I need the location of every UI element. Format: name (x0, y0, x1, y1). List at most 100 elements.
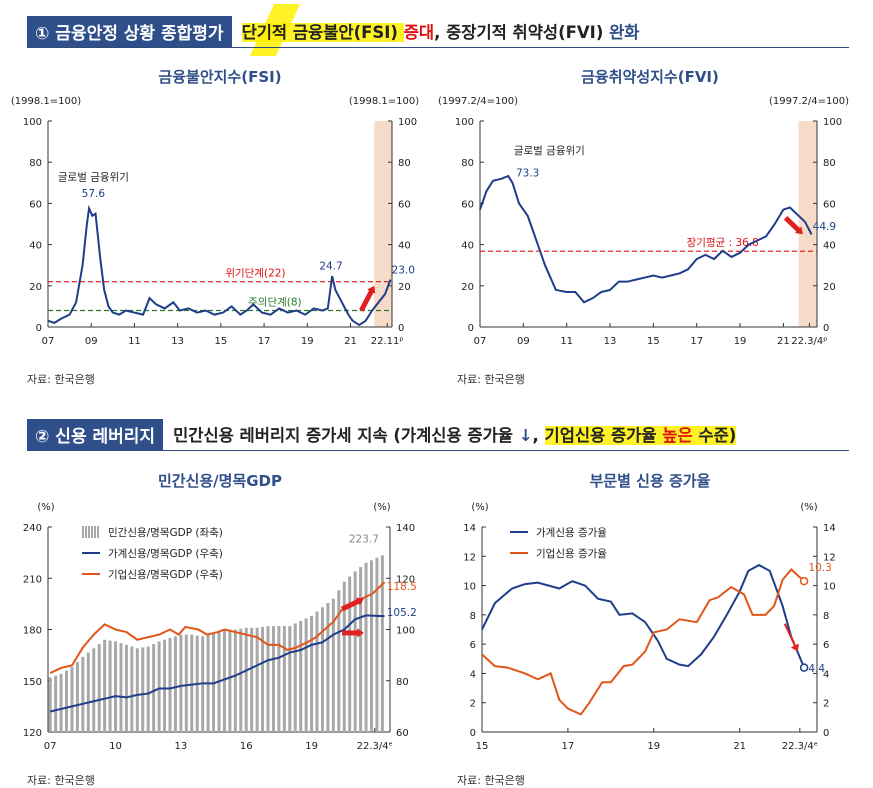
x-tick-label: 19 (301, 336, 314, 347)
y-right-tick-label: 8 (823, 611, 829, 622)
x-tick-label: 15 (476, 741, 489, 752)
bar (359, 567, 363, 732)
source-note: 자료: 한국은행 (457, 774, 525, 787)
bar (380, 555, 384, 732)
y-tick-label: 150 (23, 677, 42, 688)
x-tick-label: 21 (777, 336, 790, 347)
legend-bar-swatch (82, 526, 84, 538)
x-tick-label: 07 (44, 741, 57, 752)
bar (337, 590, 341, 732)
annotation: 73.3 (516, 168, 539, 180)
trend-arrow-icon (783, 216, 801, 232)
chart-title-credit-gdp: 민간신용/명목GDP (157, 472, 283, 490)
bar (282, 626, 286, 732)
bar (288, 626, 292, 732)
legend-bar-swatch (91, 526, 93, 538)
bar (348, 576, 352, 732)
bar (293, 623, 297, 732)
bar (331, 598, 335, 732)
source-note: 자료: 한국은행 (27, 774, 95, 787)
x-tick-label: 22.3/4ᵉ (782, 741, 818, 752)
y-right-tick-label: 6 (823, 640, 829, 651)
y-tick-label: 2 (470, 699, 476, 710)
bar (222, 629, 226, 732)
x-tick-label: 09 (517, 336, 530, 347)
right-unit-label: (1997.2/4=100) (769, 96, 849, 107)
annotation: 44.9 (813, 221, 836, 233)
y-right-tick-label: 100 (396, 626, 415, 637)
headline-part: 증대 (403, 23, 435, 42)
legend-bar-swatch (97, 526, 99, 538)
y-tick-label: 60 (461, 199, 474, 210)
y-tick-label: 120 (23, 728, 42, 739)
right-unit-label: (%) (800, 502, 817, 513)
bar (326, 603, 330, 732)
series-line-0 (47, 204, 392, 327)
legend-bar-swatch (94, 526, 96, 538)
x-tick-label: 19 (647, 741, 660, 752)
headline-part: 단기적 (241, 23, 293, 42)
y-tick-label: 6 (470, 640, 476, 651)
endpoint-marker (799, 663, 809, 672)
trend-arrow-icon (341, 599, 360, 612)
bar (65, 670, 69, 732)
bar (255, 627, 259, 732)
bar (320, 607, 324, 732)
series-line-1 (49, 581, 386, 674)
bar (173, 636, 177, 732)
y-tick-label: 0 (36, 323, 42, 334)
y-right-tick-label: 60 (396, 728, 409, 739)
y-tick-label: 8 (470, 611, 476, 622)
x-tick-label: 21 (733, 741, 746, 752)
chart-title-credit-growth: 부문별 신용 증가율 (589, 472, 711, 490)
source-note: 자료: 한국은행 (27, 373, 95, 386)
headline-part: 금융불안(FSI) (292, 23, 404, 42)
y-right-tick-label: 0 (823, 728, 829, 739)
bar (92, 648, 96, 732)
bar (315, 611, 319, 732)
x-tick-label: 17 (690, 336, 703, 347)
section2-title: ② 신용 레버리지 (27, 418, 164, 450)
y-right-tick-label: 80 (396, 677, 409, 688)
trend-arrow-icon (783, 623, 797, 647)
x-tick-label: 11 (128, 336, 141, 347)
y-right-tick-label: 14 (823, 523, 836, 534)
arrow-head-icon (790, 643, 799, 652)
bar (184, 634, 188, 732)
x-tick-label: 19 (734, 336, 747, 347)
annotation: 글로벌 금융위기 (514, 144, 585, 157)
bar (304, 618, 308, 732)
x-tick-label: 09 (85, 336, 98, 347)
y-tick-label: 210 (23, 574, 42, 585)
bar (233, 629, 237, 732)
right-unit-label: (1998.1=100) (349, 96, 419, 107)
y-right-tick-label: 60 (398, 199, 411, 210)
x-tick-label: 07 (474, 336, 487, 347)
y-right-tick-label: 40 (823, 241, 836, 252)
legend-label: 기업신용/명목GDP (우축) (108, 568, 223, 581)
y-right-tick-label: 100 (398, 117, 417, 128)
bar (75, 661, 79, 732)
bar (119, 643, 123, 732)
y-tick-label: 240 (23, 523, 42, 534)
arrow-head-icon (367, 285, 376, 294)
legend-label: 기업신용 증가율 (536, 547, 607, 560)
bar (353, 571, 357, 732)
y-tick-label: 14 (463, 523, 476, 534)
headline-part: 높은 (662, 426, 693, 445)
chart-title-fsi: 금융불안지수(FSI) (158, 68, 282, 86)
x-tick-label: 21 (344, 336, 357, 347)
bar (364, 562, 368, 732)
y-tick-label: 80 (461, 158, 474, 169)
y-tick-label: 20 (461, 282, 474, 293)
y-tick-label: 20 (29, 282, 42, 293)
bar (261, 626, 265, 732)
x-tick-label: 22.11ᵖ (371, 336, 404, 347)
section1-title: ① 금융안정 상황 종합평가 (27, 15, 232, 47)
reference-line-label: 장기평균 : 36.8 (687, 237, 759, 249)
legend-bar-swatch (88, 526, 90, 538)
left-unit-label: (%) (471, 502, 488, 513)
x-tick-label: 22.3/4ᵖ (791, 336, 827, 347)
annotation: 10.3 (808, 562, 831, 574)
